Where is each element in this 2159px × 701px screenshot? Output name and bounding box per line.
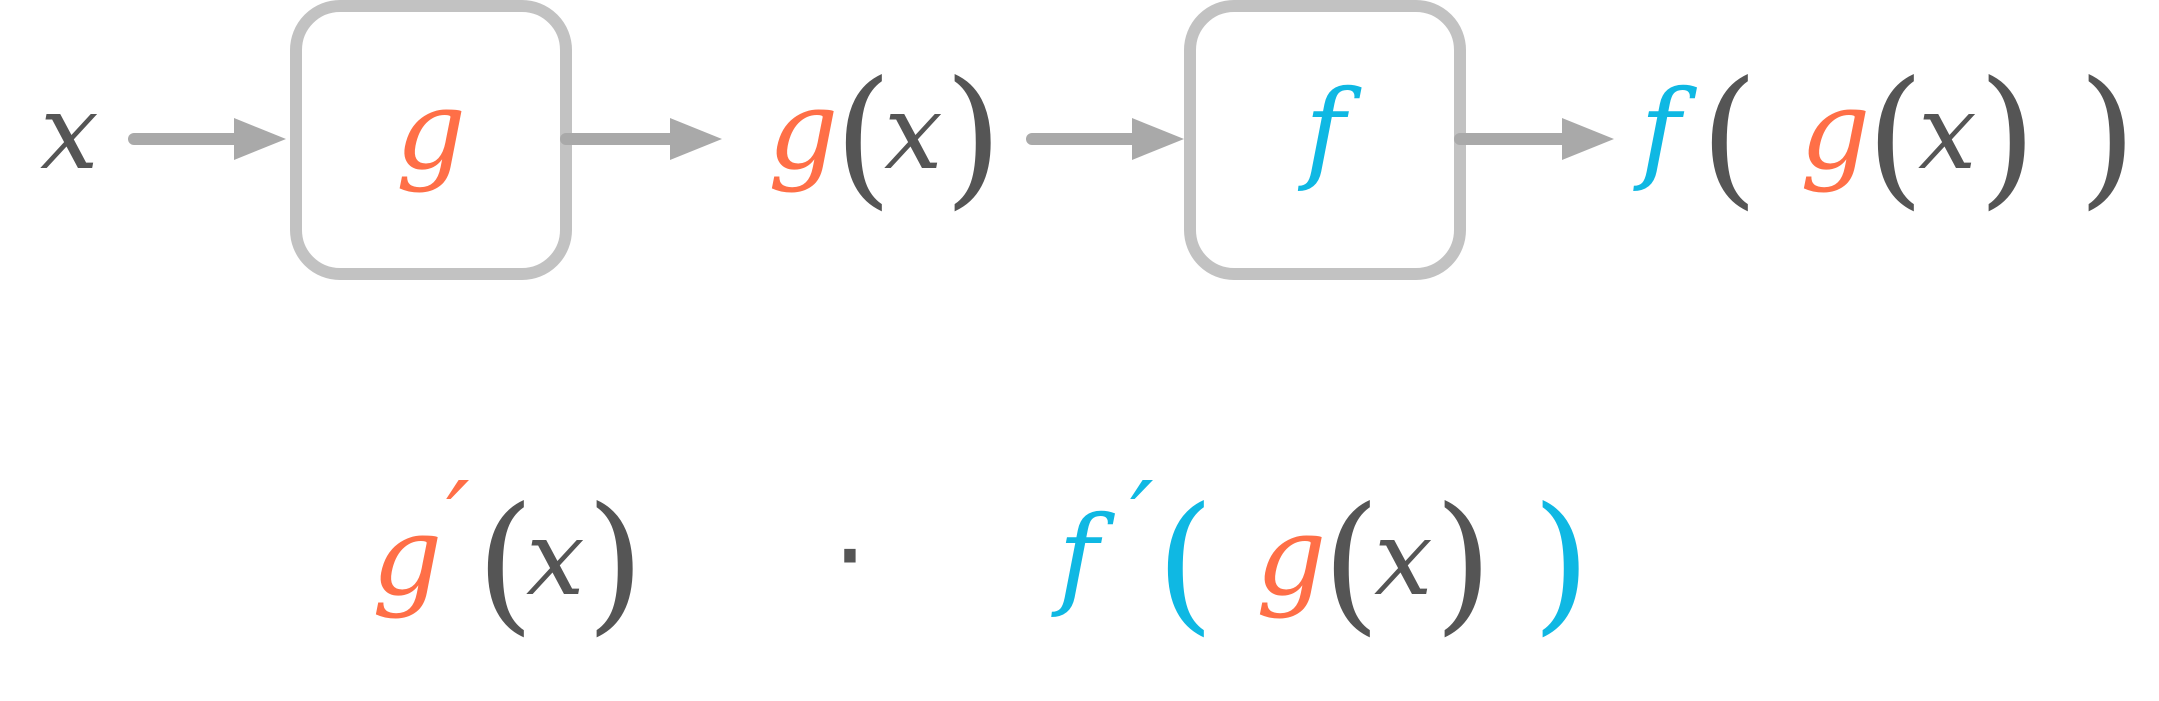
expr-g-prime-of-x-x: x: [526, 497, 585, 619]
expr-g-of-x-close-paren: ): [944, 50, 1003, 224]
expr-f-prime-of-g-of-x: f ′ ( g ( x ) ): [1051, 459, 1591, 650]
expr-f-prime-of-g-of-x-f: f: [1051, 492, 1115, 620]
input-x-label: x: [40, 71, 99, 193]
expr-f-prime-of-g-of-x-g: g: [1256, 492, 1326, 620]
expr-f-of-g-of-x-f: f: [1633, 66, 1697, 194]
expr-f-prime-of-g-of-x-inner-close-paren: ): [1434, 476, 1493, 650]
expr-f-prime-of-g-of-x-inner-open-paren: (: [1322, 476, 1381, 650]
expr-f-of-g-of-x-x: x: [1918, 71, 1977, 193]
expr-g-prime-of-x-close-paren: ): [586, 476, 645, 650]
expr-g-of-x-x: x: [884, 71, 943, 193]
expr-f-of-g-of-x-inner-open-paren: (: [1866, 50, 1925, 224]
expr-g-of-x-g: g: [768, 66, 838, 194]
expr-f-prime-of-g-of-x-outer-open-paren: (: [1156, 476, 1215, 650]
expr-g-prime-of-x-g: g: [372, 492, 442, 620]
expr-g-prime-of-x-open-paren: (: [476, 476, 535, 650]
expr-f-prime-of-g-of-x-outer-close-paren: ): [1532, 476, 1591, 650]
multiply-dot: ·: [833, 492, 868, 620]
expr-f-of-g-of-x-outer-close-paren: ): [2078, 50, 2137, 224]
expr-g-prime-of-x-prime: ′: [446, 459, 470, 581]
expr-g-prime-of-x: g ′ ( x ): [372, 459, 645, 650]
arrow-gx-to-f: [1026, 118, 1184, 160]
arrow-g-to-gx: [560, 118, 722, 160]
expr-f-prime-of-g-of-x-x: x: [1374, 497, 1433, 619]
expr-g-of-x: g ( x ): [768, 50, 1003, 224]
arrow-x-to-g: [128, 118, 286, 160]
expr-f-of-g-of-x: f ( g ( x ) ): [1633, 50, 2137, 224]
expr-g-of-x-open-paren: (: [834, 50, 893, 224]
expr-f-of-g-of-x-g: g: [1800, 66, 1870, 194]
arrow-f-to-output: [1454, 118, 1614, 160]
expr-f-prime-of-g-of-x-prime: ′: [1130, 459, 1154, 581]
function-box-g-label: g: [396, 66, 466, 194]
expr-f-of-g-of-x-outer-open-paren: (: [1700, 50, 1759, 224]
expr-f-of-g-of-x-inner-close-paren: ): [1978, 50, 2037, 224]
